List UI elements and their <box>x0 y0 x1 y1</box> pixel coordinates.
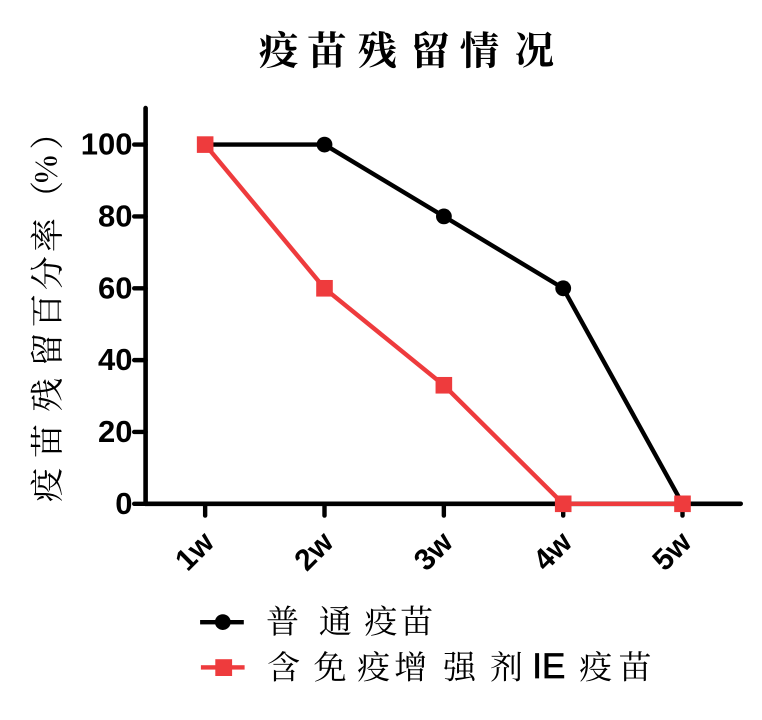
svg-text:IE: IE <box>532 647 565 686</box>
svg-text:100: 100 <box>81 127 133 162</box>
svg-text:60: 60 <box>98 270 132 305</box>
svg-text:0: 0 <box>115 486 132 521</box>
svg-text:80: 80 <box>98 199 132 234</box>
svg-text:40: 40 <box>98 342 132 377</box>
svg-text:20: 20 <box>98 414 132 449</box>
